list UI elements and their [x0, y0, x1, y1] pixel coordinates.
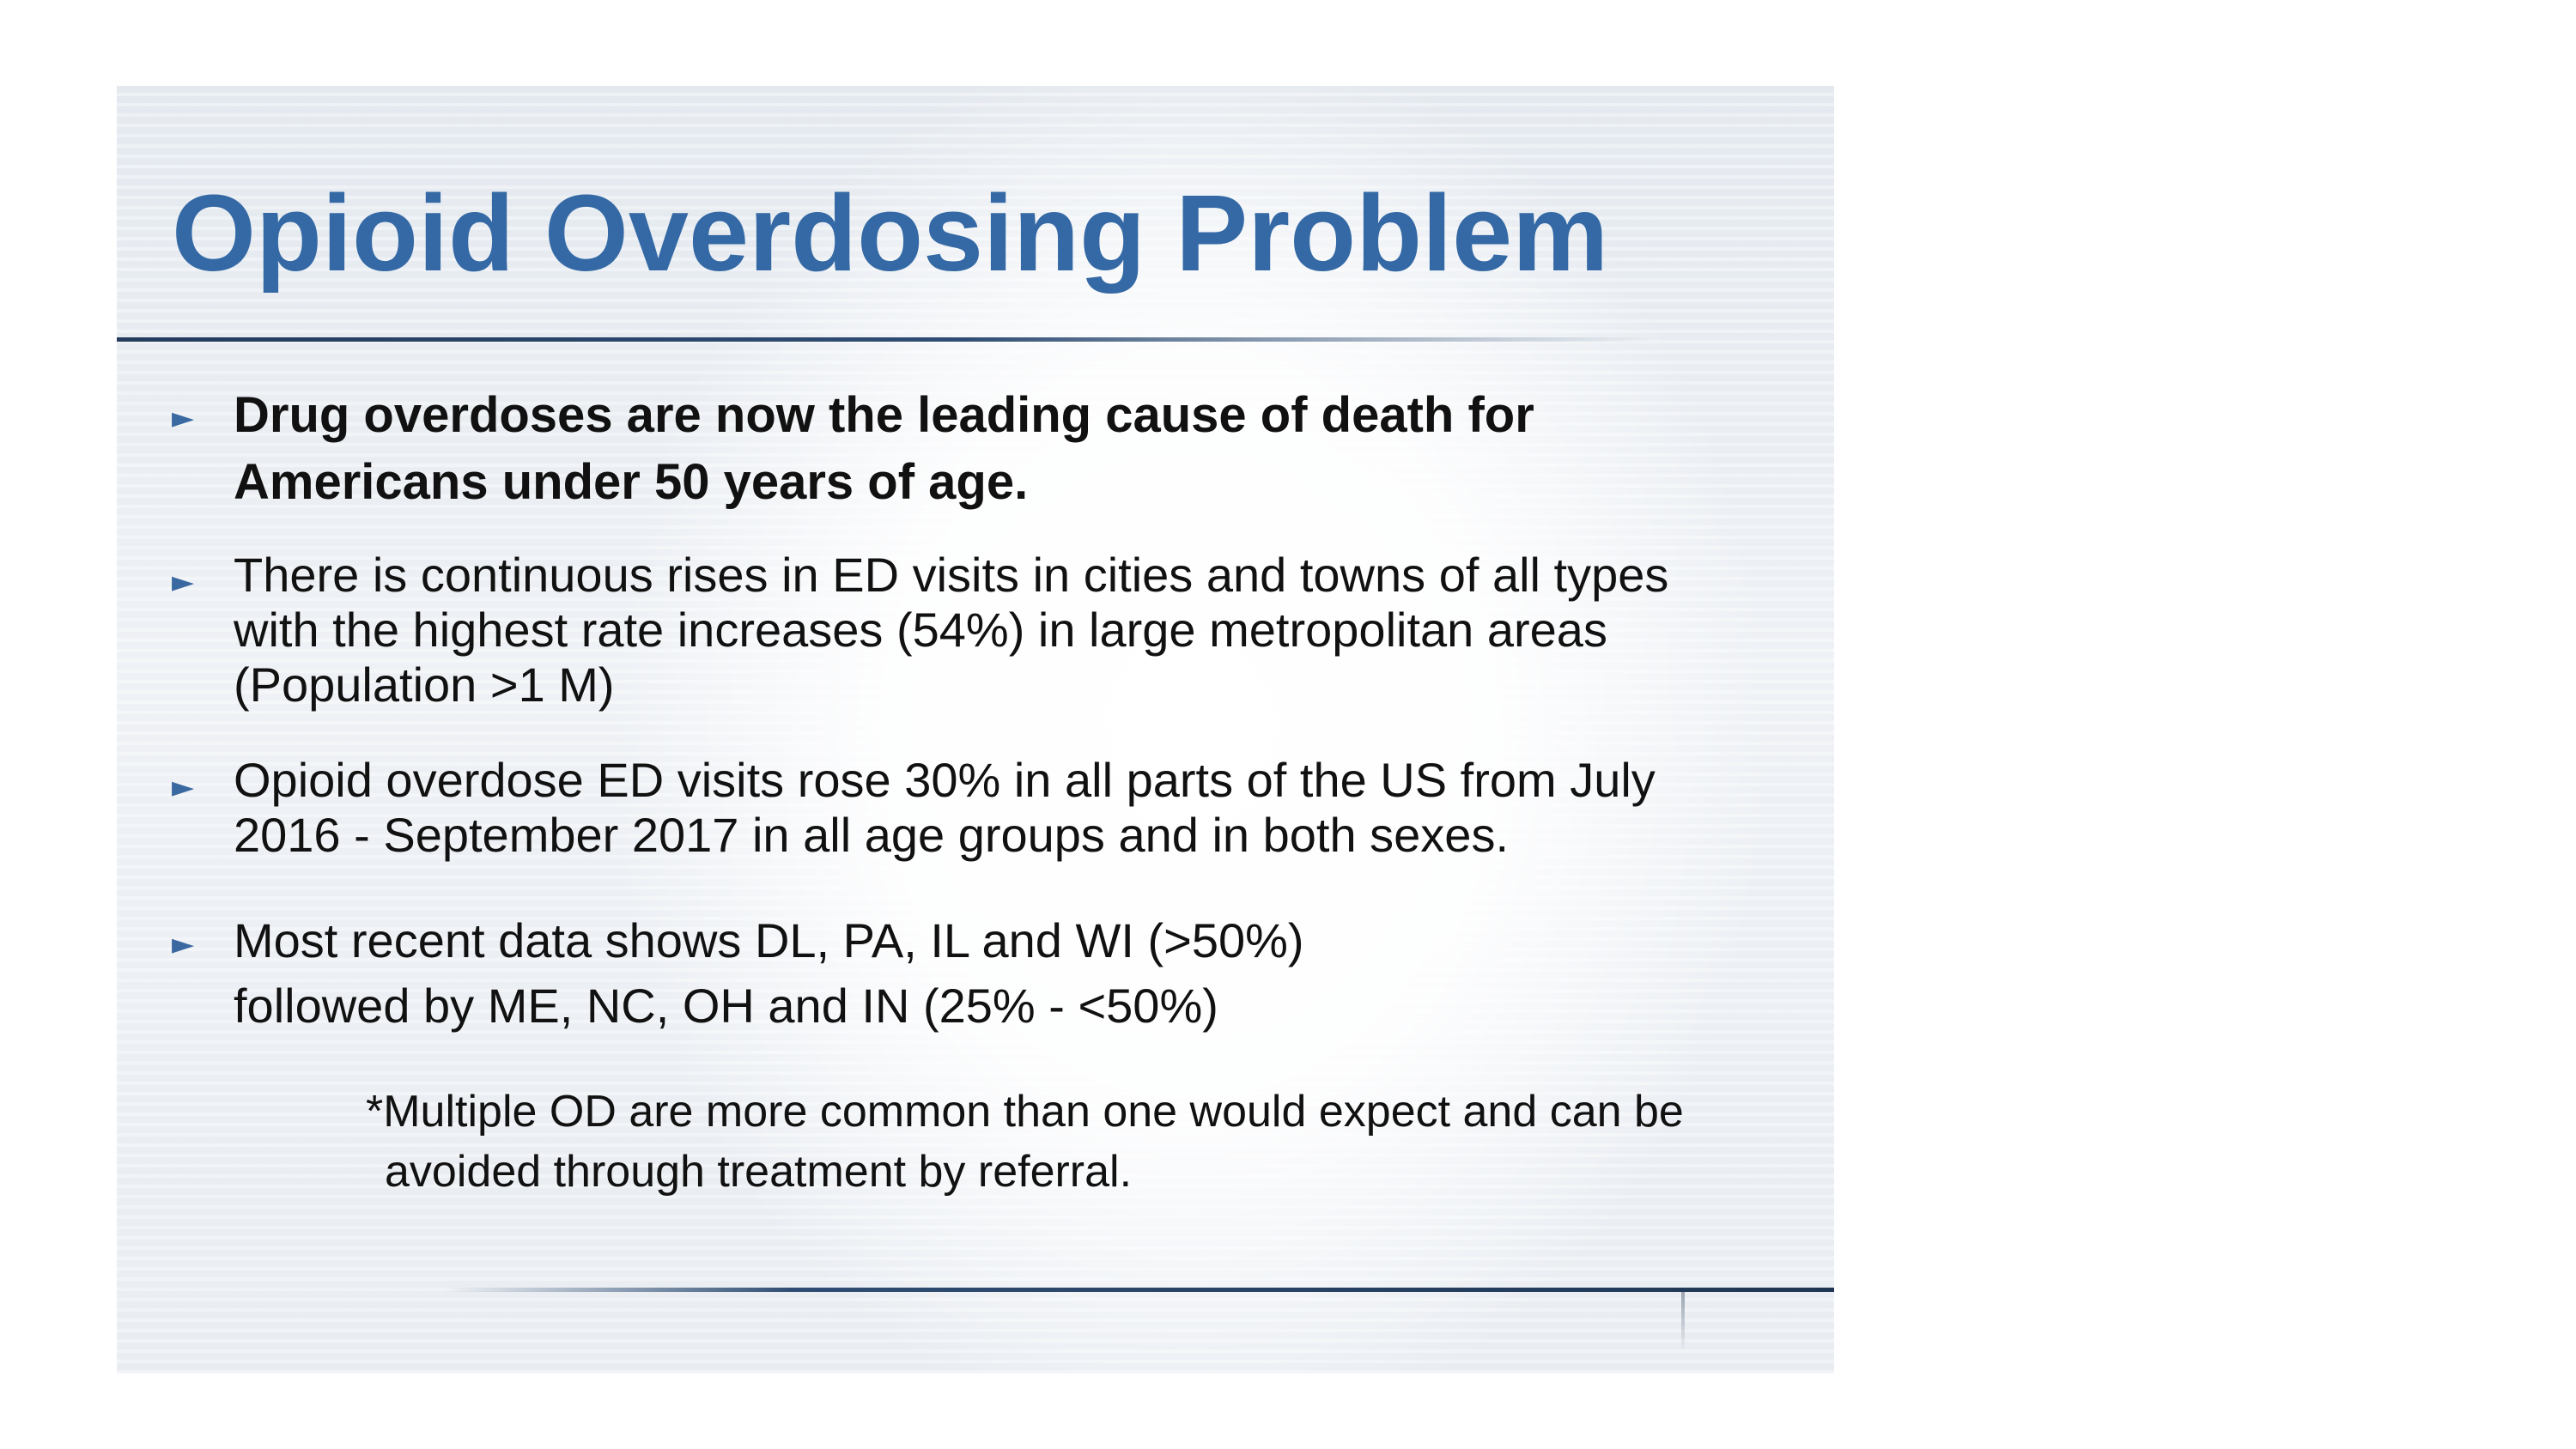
- slide: Opioid Overdosing Problem ► Drug overdos…: [117, 86, 1834, 1373]
- bullet-text: There is continuous rises in ED visits i…: [234, 548, 1831, 712]
- footnote-line: *Multiple OD are more common than one wo…: [366, 1087, 1684, 1137]
- bullet-line: There is continuous rises in ED visits i…: [234, 548, 1669, 602]
- bullet-arrow-icon: ►: [172, 401, 195, 435]
- slide-title: Opioid Overdosing Problem: [172, 173, 1609, 294]
- bullet-arrow-icon: ►: [172, 770, 195, 804]
- bullet-line: Americans under 50 years of age.: [234, 454, 1029, 510]
- bullet-line: Opioid overdose ED visits rose 30% in al…: [234, 753, 1656, 807]
- footnote-line: avoided through treatment by referral.: [385, 1147, 1133, 1197]
- bullet-line: 2016 - September 2017 in all age groups …: [234, 808, 1510, 862]
- bullet-line: with the highest rate increases (54%) in…: [234, 603, 1607, 657]
- bullet-text: Drug overdoses are now the leading cause…: [234, 382, 1831, 516]
- footer-divider: [443, 1288, 1834, 1292]
- bullet-line: followed by ME, NC, OH and IN (25% - <50…: [234, 979, 1218, 1033]
- title-divider: [117, 337, 1654, 342]
- bullet-list: ► Drug overdoses are now the leading cau…: [117, 86, 1834, 1373]
- footnote: *Multiple OD are more common than one wo…: [366, 1082, 1684, 1202]
- bullet-text: Opioid overdose ED visits rose 30% in al…: [234, 753, 1831, 863]
- bullet-arrow-icon: ►: [172, 927, 195, 961]
- bullet-line: (Population >1 M): [234, 658, 615, 712]
- bullet-line: Drug overdoses are now the leading cause…: [234, 387, 1534, 443]
- bullet-arrow-icon: ►: [172, 565, 195, 599]
- footer-tick: [1681, 1292, 1685, 1352]
- bullet-line: Most recent data shows DL, PA, IL and WI…: [234, 913, 1304, 967]
- bullet-text: Most recent data shows DL, PA, IL and WI…: [234, 908, 1831, 1039]
